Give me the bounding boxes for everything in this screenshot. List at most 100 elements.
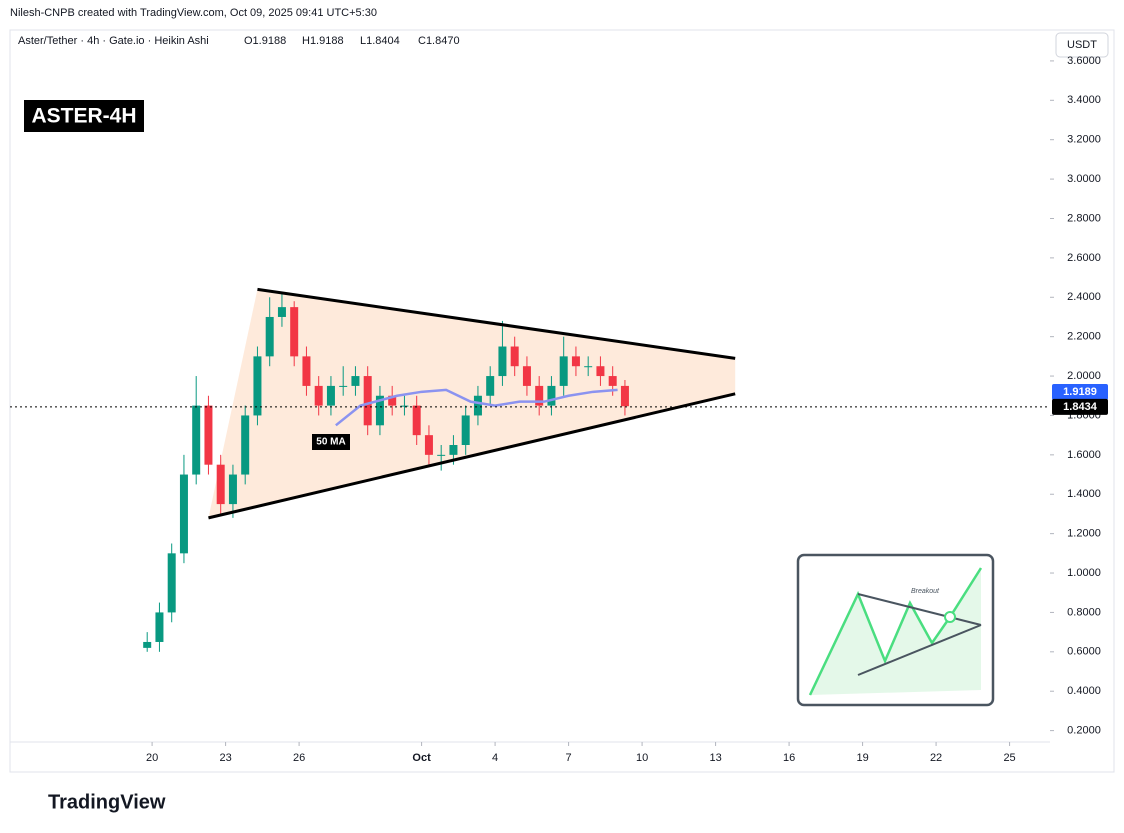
candle-body xyxy=(326,385,335,406)
brand: TradingView xyxy=(48,791,166,813)
candle-body xyxy=(473,395,482,416)
candle-body xyxy=(547,385,556,406)
x-tick-label: 4 xyxy=(492,752,498,764)
y-tick-label: 0.8000 xyxy=(1067,606,1101,618)
candle-body xyxy=(498,346,507,377)
candle-body xyxy=(571,356,580,367)
y-tick-label: 0.6000 xyxy=(1067,646,1101,658)
x-tick-label: 16 xyxy=(783,752,795,764)
trendline xyxy=(208,392,736,520)
y-tick-label: 2.0000 xyxy=(1067,370,1101,382)
inset-breakout-dot xyxy=(944,611,956,623)
last-price-box xyxy=(1052,398,1108,415)
y-tick-label: 1.4000 xyxy=(1067,488,1101,500)
inset-upper xyxy=(857,593,982,626)
inset-fill xyxy=(810,568,981,695)
candle-body xyxy=(265,316,274,357)
ma-line xyxy=(335,388,618,427)
candle-body xyxy=(339,385,348,387)
candle-body xyxy=(228,474,237,505)
candle-body xyxy=(535,385,544,406)
ma-price-box xyxy=(1052,384,1108,401)
candle-body xyxy=(302,356,311,386)
x-tick-label: 23 xyxy=(219,752,231,764)
candle-body xyxy=(192,405,201,475)
candle-body xyxy=(351,376,360,386)
y-tick-label: 0.2000 xyxy=(1067,725,1101,737)
y-tick-label: 3.6000 xyxy=(1067,55,1101,67)
candle-body xyxy=(290,307,299,357)
candle-body xyxy=(437,454,446,456)
ohlc-label: L1.8404 xyxy=(360,35,400,47)
candle-body xyxy=(608,376,617,386)
candle-body xyxy=(510,346,519,367)
y-tick-label: 3.2000 xyxy=(1067,134,1101,146)
candle-body xyxy=(584,366,593,368)
y-tick-label: 1.2000 xyxy=(1067,528,1101,540)
y-tick-label: 2.4000 xyxy=(1067,291,1101,303)
candle-body xyxy=(388,395,397,406)
candle-body xyxy=(375,395,384,426)
x-tick-label: 7 xyxy=(566,752,572,764)
candle-body xyxy=(143,641,152,648)
y-tick-label: 3.4000 xyxy=(1067,94,1101,106)
ma-label: 50 MA xyxy=(316,437,345,448)
legend: Aster/Tether · 4h · Gate.io · Heikin Ash… xyxy=(18,35,209,47)
candle-body xyxy=(596,366,605,377)
candle-body xyxy=(424,435,433,455)
last-price-label: 1.8434 xyxy=(1063,401,1098,413)
candle-body xyxy=(486,376,495,396)
x-tick-label: 20 xyxy=(146,752,158,764)
chart-title: ASTER-4H xyxy=(31,105,136,128)
x-tick-label: 26 xyxy=(293,752,305,764)
candle-body xyxy=(314,385,323,406)
ohlc-label: O1.9188 xyxy=(244,35,286,47)
x-tick-label: 19 xyxy=(856,752,868,764)
candle-body xyxy=(167,553,176,613)
triangle-fill xyxy=(208,289,736,518)
candle-body xyxy=(363,376,372,426)
currency-label[interactable]: USDT xyxy=(1067,39,1097,51)
x-tick-label: 10 xyxy=(636,752,648,764)
y-tick-label: 2.2000 xyxy=(1067,331,1101,343)
candle-body xyxy=(522,366,531,386)
y-tick-label: 3.0000 xyxy=(1067,173,1101,185)
candle-body xyxy=(204,405,213,465)
candle-body xyxy=(241,415,250,475)
candle-body xyxy=(461,415,470,445)
candle-body xyxy=(253,356,262,416)
y-tick-label: 0.4000 xyxy=(1067,685,1101,697)
x-tick-label: 13 xyxy=(709,752,721,764)
y-tick-label: 2.6000 xyxy=(1067,252,1101,264)
candle-body xyxy=(179,474,188,554)
ohlc-label: C1.8470 xyxy=(418,35,460,47)
trendline xyxy=(257,287,736,360)
candle-body xyxy=(559,356,568,386)
inset-label: Breakout xyxy=(911,588,940,595)
x-tick-label: Oct xyxy=(412,752,431,764)
y-tick-label: 1.0000 xyxy=(1067,567,1101,579)
x-tick-label: 25 xyxy=(1003,752,1015,764)
ohlc-label: H1.9188 xyxy=(302,35,344,47)
candle-body xyxy=(277,307,286,317)
candle-body xyxy=(620,385,629,407)
y-tick-label: 1.6000 xyxy=(1067,449,1101,461)
candle-body xyxy=(449,445,458,455)
candle-body xyxy=(216,464,225,505)
frame xyxy=(9,29,1115,773)
x-tick-label: 22 xyxy=(930,752,942,764)
ma-price-label: 1.9189 xyxy=(1063,386,1097,398)
ohlc-group: O1.9188 H1.9188 L1.8404 C1.8470 xyxy=(244,35,460,47)
candle-body xyxy=(412,405,421,436)
currency-button[interactable] xyxy=(1055,32,1109,58)
candle-body xyxy=(400,405,409,407)
inset-lower xyxy=(857,624,982,676)
title-box xyxy=(24,100,144,132)
candle-body xyxy=(155,612,164,642)
inset: Breakout xyxy=(796,553,995,707)
y-tick-label: 2.8000 xyxy=(1067,212,1101,224)
ma-label-box xyxy=(312,434,350,450)
author-note: Nilesh-CNPB created with TradingView.com… xyxy=(10,7,377,19)
